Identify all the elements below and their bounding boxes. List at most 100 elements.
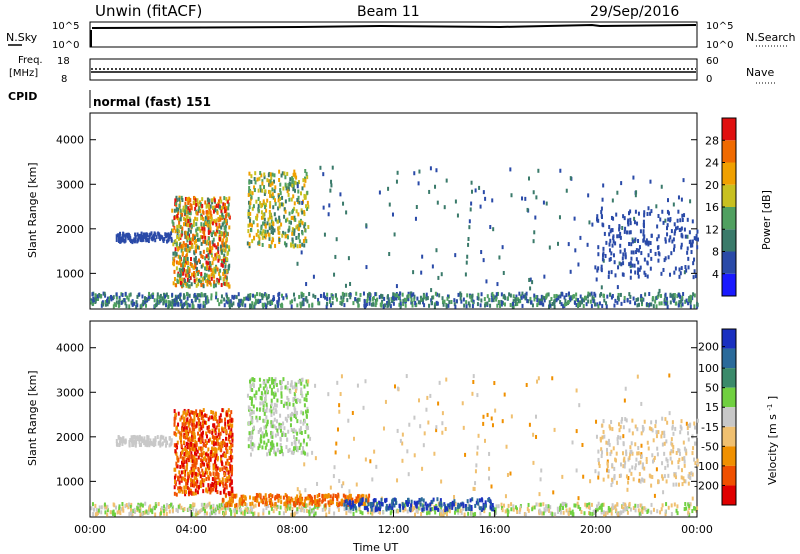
echo-mark — [205, 254, 208, 259]
echo-mark — [480, 250, 483, 255]
echo-mark — [339, 192, 342, 197]
echo-mark — [223, 234, 226, 239]
echo-mark — [209, 226, 212, 231]
echo-mark — [307, 204, 310, 209]
echo-mark — [218, 467, 221, 472]
echo-mark — [207, 230, 210, 235]
echo-mark — [622, 261, 625, 266]
echo-mark — [204, 266, 207, 271]
echo-mark — [177, 279, 180, 284]
echo-mark — [215, 505, 218, 510]
echo-mark — [636, 427, 639, 432]
echo-mark — [229, 423, 232, 428]
echo-mark — [395, 296, 398, 301]
echo-mark — [174, 198, 177, 203]
echo-mark — [309, 436, 312, 441]
echo-mark — [596, 507, 599, 512]
echo-mark — [254, 294, 257, 299]
echo-mark — [178, 224, 181, 229]
echo-mark — [178, 470, 181, 475]
nsearch-label: N.Search — [746, 31, 796, 44]
echo-mark — [652, 438, 655, 443]
echo-mark — [274, 217, 277, 222]
echo-mark — [541, 511, 544, 516]
echo-mark — [215, 448, 218, 453]
echo-mark — [627, 218, 630, 223]
echo-mark — [225, 221, 228, 226]
echo-mark — [233, 503, 236, 508]
echo-mark — [661, 503, 664, 508]
echo-mark — [664, 417, 667, 422]
echo-mark — [176, 279, 179, 284]
echo-mark — [589, 506, 592, 511]
echo-mark — [288, 499, 291, 504]
echo-mark — [182, 208, 185, 213]
echo-mark — [619, 231, 622, 236]
echo-mark — [216, 419, 219, 424]
echo-mark — [271, 192, 274, 197]
echo-mark — [188, 303, 191, 308]
echo-mark — [193, 502, 196, 507]
echo-mark — [203, 502, 206, 507]
echo-mark — [208, 462, 211, 467]
echo-mark — [634, 424, 637, 429]
echo-mark — [270, 230, 273, 235]
echo-mark — [280, 394, 283, 399]
echo-mark — [669, 217, 672, 222]
echo-mark — [213, 243, 216, 248]
echo-mark — [222, 281, 225, 286]
echo-mark — [460, 510, 463, 515]
echo-mark — [281, 171, 284, 176]
echo-mark — [214, 412, 217, 417]
echo-mark — [211, 240, 214, 245]
echo-mark — [503, 392, 506, 397]
echo-mark — [195, 442, 198, 447]
echo-mark — [530, 300, 533, 305]
echo-mark — [222, 501, 225, 506]
echo-mark — [611, 479, 614, 484]
echo-mark — [346, 495, 349, 500]
echo-mark — [180, 244, 183, 249]
echo-mark — [199, 293, 202, 298]
echo-mark — [278, 177, 281, 182]
echo-mark — [605, 301, 608, 306]
echo-mark — [190, 298, 193, 303]
echo-mark — [138, 437, 141, 442]
echo-mark — [280, 302, 283, 307]
echo-mark — [183, 263, 186, 268]
echo-mark — [295, 446, 298, 451]
echo-mark — [128, 443, 131, 448]
echo-mark — [520, 295, 523, 300]
y-tick-label: 1000 — [56, 267, 84, 280]
echo-mark — [628, 292, 631, 297]
echo-mark — [404, 298, 407, 303]
echo-mark — [588, 292, 591, 297]
echo-mark — [466, 293, 469, 298]
echo-mark — [119, 511, 122, 516]
echo-mark — [206, 425, 209, 430]
echo-mark — [200, 502, 203, 507]
echo-mark — [319, 293, 322, 298]
echo-mark — [118, 504, 121, 509]
echo-mark — [278, 225, 281, 230]
echo-mark — [684, 448, 687, 453]
echo-mark — [188, 436, 191, 441]
echo-mark — [263, 175, 266, 180]
echo-mark — [228, 247, 231, 252]
echo-mark — [538, 502, 541, 507]
echo-mark — [132, 508, 135, 513]
echo-mark — [223, 452, 226, 457]
echo-mark — [218, 223, 221, 228]
echo-mark — [177, 486, 180, 491]
echo-mark — [270, 225, 273, 230]
echo-mark — [188, 240, 191, 245]
echo-mark — [292, 187, 295, 192]
echo-mark — [299, 508, 302, 513]
echo-mark — [248, 244, 251, 249]
echo-mark — [273, 198, 276, 203]
echo-mark — [212, 463, 215, 468]
echo-mark — [224, 281, 227, 286]
echo-mark — [688, 512, 691, 517]
echo-mark — [197, 278, 200, 283]
echo-mark — [213, 279, 216, 284]
